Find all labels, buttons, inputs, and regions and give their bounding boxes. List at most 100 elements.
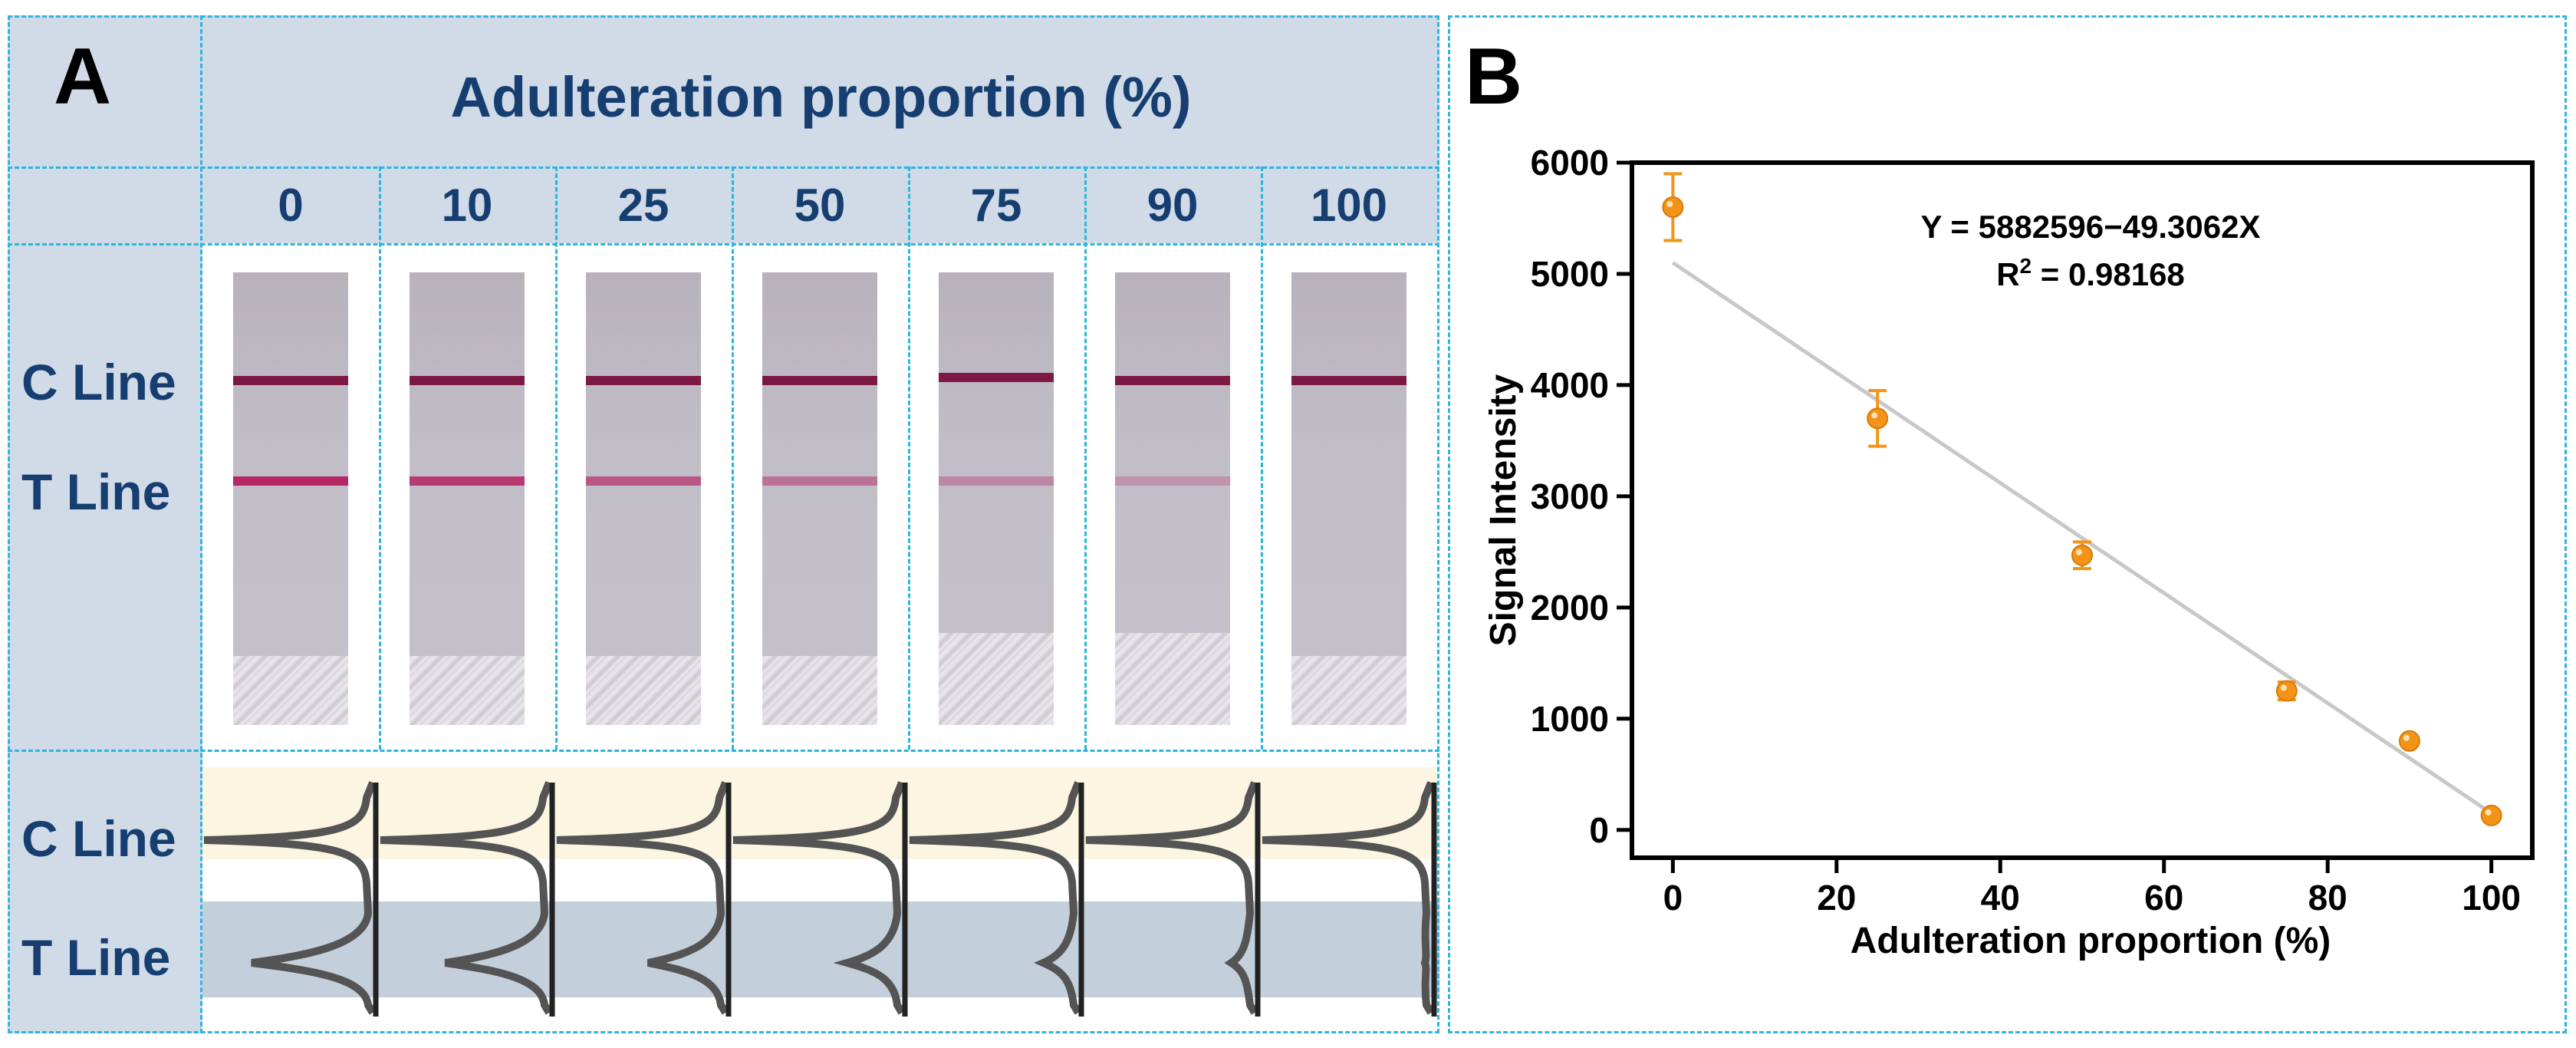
strip-sample-pad [1115, 633, 1230, 725]
label-column-background [8, 243, 202, 1033]
y-tick-label: 1000 [1531, 699, 1609, 739]
proportion-label-0: 0 [278, 180, 304, 231]
panel-b-letter: B [1465, 32, 1523, 121]
test-strip-90 [1115, 272, 1230, 725]
proportion-label-10: 10 [441, 180, 493, 231]
data-point [2071, 544, 2093, 566]
strip-c-band [233, 376, 348, 385]
test-strip-50 [762, 272, 877, 725]
profile-t-line-label: T Line [21, 929, 171, 986]
data-point [1867, 407, 1889, 430]
equation-label: Y = 5882596−49.3062X [1921, 209, 2261, 245]
header-background [8, 15, 1439, 243]
strip-t-band [1115, 476, 1230, 486]
strip-c-band [410, 376, 525, 385]
x-tick-label: 0 [1663, 878, 1683, 918]
r-squared-r: R [1996, 256, 2019, 292]
r-squared-value: = 0.98168 [2032, 256, 2185, 292]
panel-a: A Adulteration proportion (%) 0 10 25 50… [8, 15, 1439, 1033]
strip-sample-pad [1291, 656, 1406, 725]
proportion-label-90: 90 [1147, 180, 1199, 231]
fit-line [1671, 261, 2493, 816]
strip-t-line-label: T Line [21, 463, 171, 520]
profile-curve-75 [909, 781, 1082, 1015]
data-point-highlight [2485, 809, 2492, 816]
data-point [2398, 730, 2420, 752]
profile-curve-100 [1262, 781, 1435, 1015]
x-tick-label: 100 [2462, 878, 2521, 918]
proportion-label-75: 75 [970, 180, 1022, 231]
data-point-highlight [1871, 412, 1878, 419]
panel-a-border [8, 15, 1439, 1033]
strip-sample-pad [939, 633, 1054, 725]
x-tick-label: 40 [1981, 878, 2020, 918]
profile-curve-0 [203, 781, 377, 1015]
data-point [1662, 196, 1684, 218]
y-tick-label: 6000 [1531, 143, 1609, 183]
strip-sample-pad [762, 656, 877, 725]
x-axis-label: Adulteration proportion (%) [1851, 921, 2331, 961]
strip-sample-pad [586, 656, 701, 725]
row-divider-1 [8, 166, 1439, 169]
line-profiles [203, 781, 1437, 1017]
proportion-label-50: 50 [794, 180, 846, 231]
strip-membrane [233, 272, 348, 725]
row-divider-2 [8, 243, 1439, 246]
data-point-highlight [2403, 734, 2410, 741]
scatter-chart: Y = 5882596−49.3062X R2 = 0.98168 Adulte… [1483, 143, 2535, 961]
profile-c-line-label: C Line [21, 810, 176, 867]
y-tick-label: 4000 [1531, 365, 1609, 405]
column-divider [1261, 166, 1263, 750]
proportion-label-100: 100 [1310, 180, 1388, 231]
r-squared-label: R2 = 0.98168 [1996, 254, 2185, 292]
strip-t-band [762, 476, 877, 486]
panel-b: B Y = 5882596−49.3062X R2 = 0.98168 Adul… [1448, 15, 2567, 1033]
strip-c-band [1115, 376, 1230, 385]
strip-t-band [939, 476, 1054, 486]
profile-curve-10 [380, 781, 553, 1015]
strip-membrane [762, 272, 877, 725]
r-squared-sup: 2 [2020, 254, 2032, 278]
y-tick-label: 3000 [1531, 476, 1609, 516]
panel-b-border [1448, 15, 2567, 1033]
panel-a-letter: A [54, 32, 112, 121]
test-strip-0 [233, 272, 348, 725]
proportion-label-25: 25 [617, 180, 669, 231]
row-divider-3 [8, 750, 1439, 752]
y-tick-label: 2000 [1531, 588, 1609, 628]
plot-frame [1630, 160, 2535, 860]
y-axis-label: Signal Intensity [1483, 374, 1524, 646]
column-divider [908, 166, 910, 750]
y-tick-label: 5000 [1531, 254, 1609, 294]
strip-t-band [410, 476, 525, 486]
strip-membrane [586, 272, 701, 725]
test-strip-75 [939, 272, 1054, 725]
strip-c-line-label: C Line [21, 354, 176, 410]
x-tick-label: 20 [1817, 878, 1856, 918]
data-point-highlight [1666, 200, 1673, 207]
strip-c-band [762, 376, 877, 385]
data-point [2275, 680, 2298, 702]
strip-sample-pad [233, 656, 348, 725]
column-divider [732, 166, 734, 750]
t-profile-band [202, 901, 1439, 997]
x-tick-label: 60 [2144, 878, 2183, 918]
x-tick-label: 80 [2308, 878, 2347, 918]
strip-t-band [586, 476, 701, 486]
test-strip-10 [410, 272, 525, 725]
column-divider [1084, 166, 1087, 750]
strip-c-band [939, 373, 1054, 382]
header-divider [8, 15, 202, 1033]
strip-c-band [586, 376, 701, 385]
column-divider [379, 166, 381, 750]
strip-sample-pad [410, 656, 525, 725]
data-point-highlight [2076, 549, 2082, 555]
strip-t-band [233, 476, 348, 486]
strip-c-band [1291, 376, 1406, 385]
profile-curve-90 [1085, 781, 1258, 1015]
strip-membrane [1291, 272, 1406, 725]
profile-curve-25 [556, 781, 729, 1015]
header-title: Adulteration proportion (%) [450, 65, 1192, 129]
test-strip-100 [1291, 272, 1406, 725]
